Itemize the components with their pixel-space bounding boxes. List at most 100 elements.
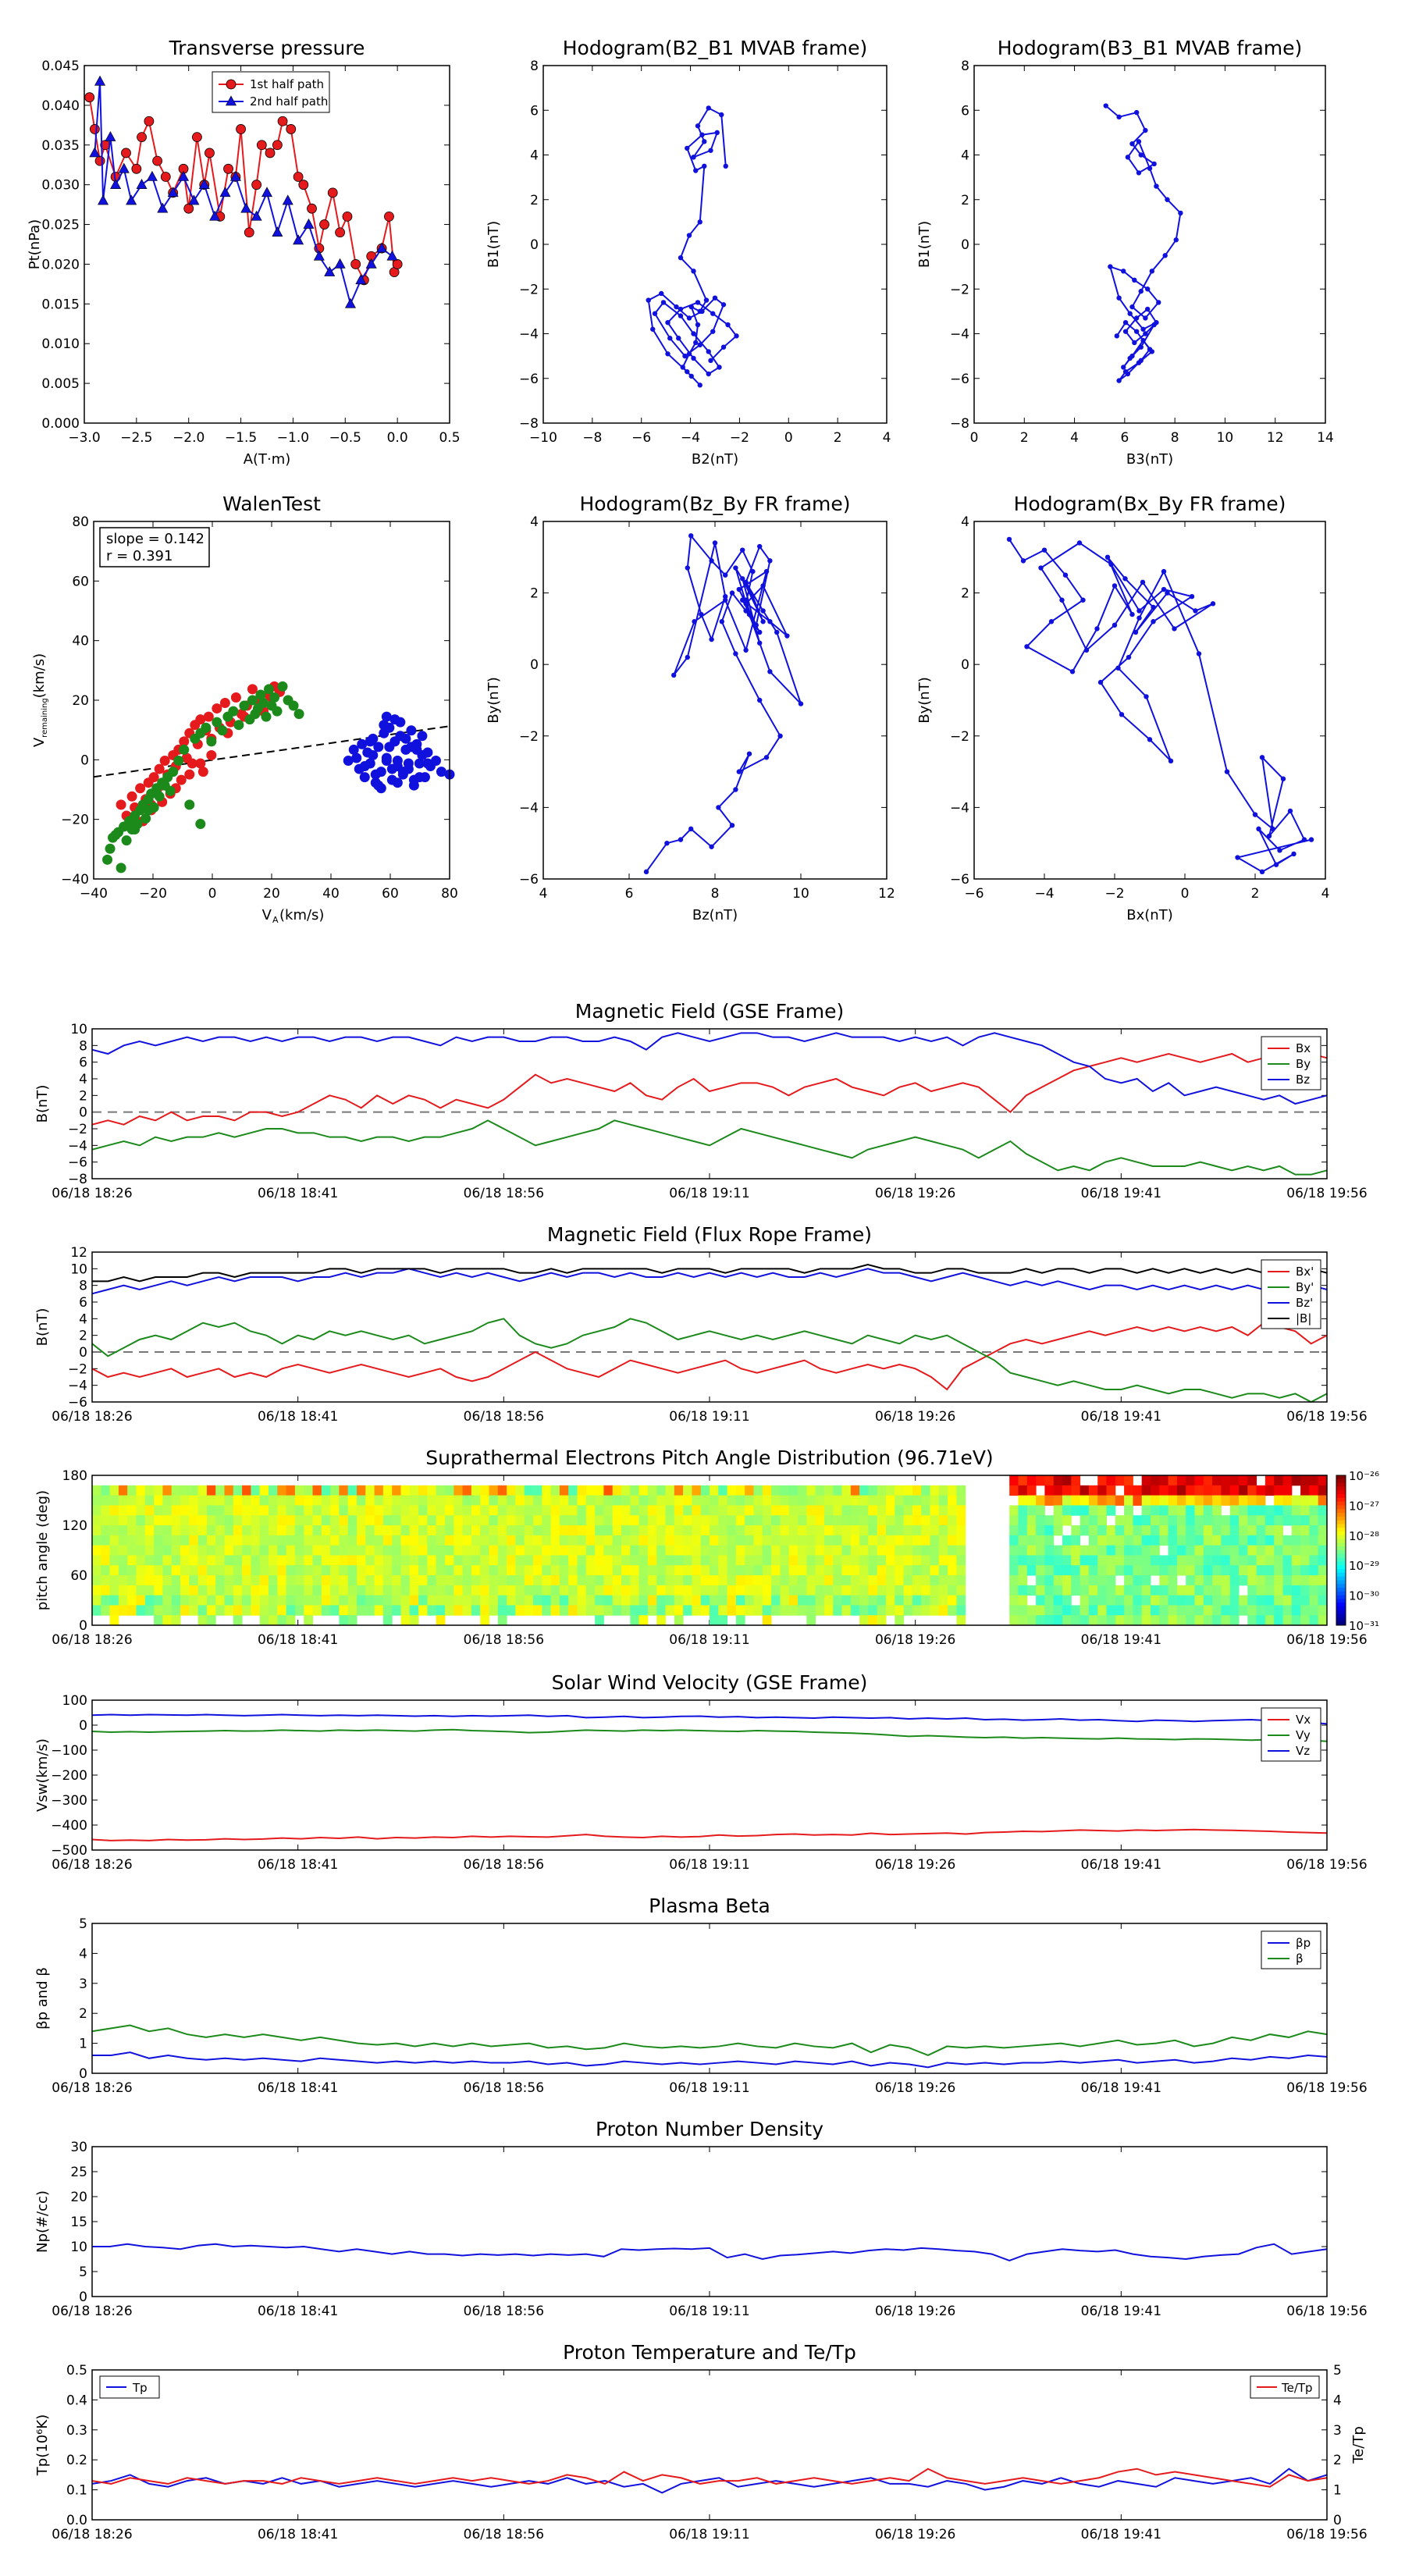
pad-cell	[400, 1555, 411, 1566]
bfr-ytick-label: 6	[79, 1295, 87, 1311]
tp-point	[178, 170, 190, 181]
pad-cell	[480, 1515, 489, 1526]
pad-colorbar-frame	[1336, 1475, 1346, 1626]
pad-cell	[745, 1595, 754, 1606]
pad-cell	[665, 1535, 675, 1546]
pad-cell	[815, 1515, 825, 1526]
pad-cell	[533, 1545, 542, 1556]
pad-cell	[136, 1545, 146, 1556]
pad-cell	[647, 1565, 657, 1576]
pad-cell	[1053, 1525, 1063, 1536]
tp-point	[205, 148, 215, 158]
pad-cell	[471, 1555, 481, 1566]
pad-cell	[101, 1505, 111, 1516]
pad-cell	[921, 1575, 930, 1586]
pad-cell	[251, 1595, 261, 1606]
pad-cell	[1088, 1605, 1098, 1616]
pad-cell	[242, 1485, 251, 1496]
pad-cell	[806, 1585, 816, 1596]
pad-cell	[585, 1525, 596, 1536]
pad-cell	[568, 1605, 578, 1616]
pad-colorbar-step	[1336, 1520, 1346, 1525]
pad-cell	[1274, 1575, 1283, 1586]
tp-point	[98, 194, 109, 205]
walen-point	[168, 767, 179, 777]
pad-cell	[197, 1595, 208, 1606]
tpr-ytick-label: 0.1	[66, 2483, 87, 2499]
pad-cell	[1159, 1505, 1169, 1516]
pad-cell	[1106, 1495, 1116, 1506]
pad-cell	[823, 1495, 834, 1506]
pad-cell	[1247, 1575, 1257, 1586]
walen-point	[219, 698, 230, 709]
pad-cell	[1106, 1585, 1116, 1596]
pad-cell	[895, 1615, 905, 1626]
pad-cell	[568, 1545, 578, 1556]
pad-cell	[1141, 1515, 1151, 1526]
pad-cell	[1088, 1515, 1098, 1526]
pad-cell	[886, 1485, 895, 1496]
pad-cell	[382, 1555, 393, 1566]
pad-cell	[683, 1565, 692, 1576]
pad-cell	[515, 1565, 525, 1576]
vsw-xtick-label: 06/18 19:26	[875, 1857, 955, 1873]
hzy-point	[671, 672, 677, 678]
pad-cell	[621, 1505, 631, 1516]
pad-cell	[1151, 1555, 1160, 1566]
h21-chart: Hodogram(B2_B1 MVAB frame)−8−6−4−202468−…	[486, 37, 891, 468]
pad-cell	[427, 1595, 437, 1606]
pad-cell	[445, 1585, 454, 1596]
pad-cell	[735, 1545, 745, 1556]
pad-cell	[674, 1515, 684, 1526]
pad-cell	[1062, 1485, 1072, 1496]
pad-cell	[1256, 1495, 1266, 1506]
pad-cell	[948, 1525, 957, 1536]
walen-point	[436, 767, 446, 777]
h31-point	[1138, 288, 1144, 294]
tp-xtick-label: −1.5	[225, 430, 257, 446]
pad-cell	[118, 1555, 128, 1566]
pad-cell	[806, 1545, 816, 1556]
pad-cell	[727, 1555, 737, 1566]
pad-cell	[215, 1535, 225, 1546]
h31-point	[1173, 237, 1179, 243]
pad-cell	[215, 1575, 225, 1586]
pad-cell	[392, 1525, 401, 1536]
pad-cell	[841, 1555, 852, 1566]
bfr-legend-label: Bz'	[1296, 1296, 1313, 1310]
pad-cell	[1062, 1565, 1072, 1576]
pad-cell	[595, 1495, 604, 1506]
pad-cell	[109, 1615, 119, 1626]
h31-ytick-label: 6	[961, 103, 969, 119]
pad-cell	[1141, 1525, 1151, 1536]
pad-cell	[1009, 1545, 1019, 1556]
walen-point	[365, 736, 375, 747]
h31-ytick-label: 4	[961, 148, 969, 164]
pad-cell	[339, 1505, 349, 1516]
pad-cell	[392, 1485, 401, 1496]
pad-ylabel: pitch angle (deg)	[34, 1490, 51, 1610]
pad-cell	[507, 1485, 516, 1496]
pad-cell	[436, 1595, 446, 1606]
h31-point	[1133, 329, 1140, 334]
pad-cell	[347, 1505, 357, 1516]
pad-cell	[1141, 1565, 1151, 1576]
tp-legend-label: 1st half path	[250, 77, 324, 91]
h21-point	[712, 295, 718, 301]
pad-cell	[903, 1505, 913, 1516]
walen-point	[269, 692, 280, 703]
bfr-title: Magnetic Field (Flux Rope Frame)	[547, 1223, 872, 1246]
hzy-ytick-label: −6	[519, 872, 539, 888]
h31-xtick-label: 0	[970, 430, 979, 446]
pad-cell	[1168, 1535, 1178, 1546]
pad-cell	[1239, 1475, 1248, 1486]
pad-cell	[1133, 1615, 1143, 1626]
pad-cell	[215, 1545, 225, 1556]
pad-cell	[823, 1595, 834, 1606]
pad-cell	[507, 1515, 516, 1526]
pad-cell	[762, 1615, 772, 1626]
pad-cell	[189, 1515, 199, 1526]
pad-cell	[1053, 1605, 1063, 1616]
pad-cell	[1282, 1595, 1293, 1606]
